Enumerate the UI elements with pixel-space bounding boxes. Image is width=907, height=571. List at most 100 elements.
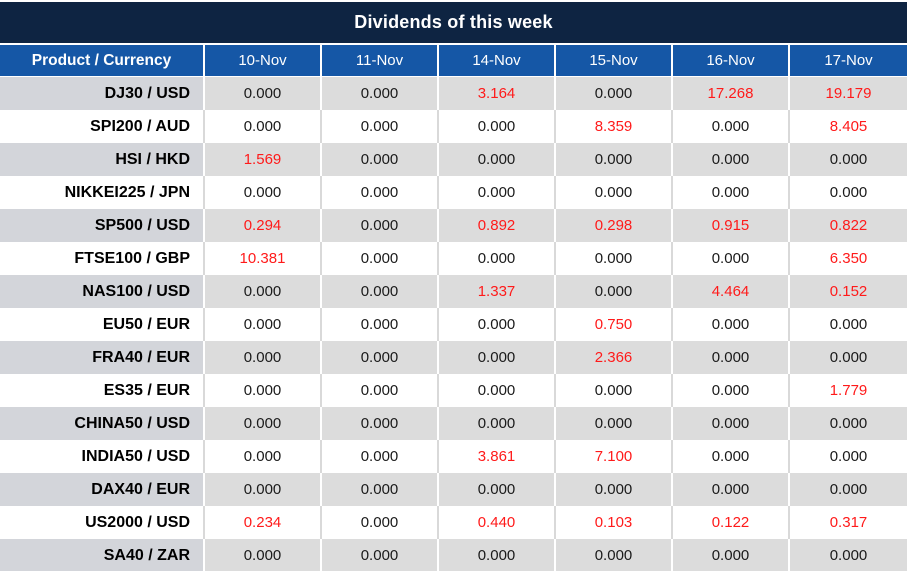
value-cell: 0.000 [205,473,322,506]
table-row: NIKKEI225 / JPN 0.000 0.000 0.000 0.000 0.000… [0,176,907,209]
value-cell: 19.179 [790,77,907,110]
column-header-date-5: 16-Nov [673,45,790,76]
column-header-date-3: 14-Nov [439,45,556,76]
value-cell: 0.000 [790,407,907,440]
value-cell: 0.000 [673,407,790,440]
product-cell: HSI / HKD [0,143,205,176]
value-cell: 8.405 [790,110,907,143]
value-cell: 0.000 [556,77,673,110]
value-cell: 1.779 [790,374,907,407]
table-title: Dividends of this week [354,12,553,32]
value-cell: 0.000 [322,110,439,143]
value-cell: 0.103 [556,506,673,539]
value-cell: 1.337 [439,275,556,308]
value-cell: 0.294 [205,209,322,242]
value-cell: 0.000 [322,242,439,275]
value-cell: 0.000 [439,341,556,374]
value-cell: 0.298 [556,209,673,242]
value-cell: 0.000 [439,176,556,209]
value-cell: 3.164 [439,77,556,110]
value-cell: 2.366 [556,341,673,374]
value-cell: 0.000 [322,275,439,308]
value-cell: 0.000 [439,407,556,440]
value-cell: 0.000 [556,275,673,308]
value-cell: 0.750 [556,308,673,341]
value-cell: 0.000 [205,440,322,473]
value-cell: 0.000 [673,440,790,473]
product-cell: INDIA50 / USD [0,440,205,473]
value-cell: 0.000 [205,308,322,341]
value-cell: 0.000 [556,242,673,275]
value-cell: 0.000 [322,209,439,242]
value-cell: 0.000 [673,374,790,407]
value-cell: 17.268 [673,77,790,110]
value-cell: 0.000 [205,539,322,571]
value-cell: 0.000 [205,275,322,308]
table-row: DAX40 / EUR 0.000 0.000 0.000 0.000 0.000 0.00… [0,473,907,506]
value-cell: 0.000 [556,143,673,176]
table-header-row: Product / Currency 10-Nov 11-Nov 14-Nov … [0,45,907,76]
value-cell: 0.000 [673,176,790,209]
table-row: ES35 / EUR 0.000 0.000 0.000 0.000 0.000 1.779 [0,374,907,407]
value-cell: 0.000 [556,407,673,440]
value-cell: 0.000 [205,341,322,374]
table-row: HSI / HKD 1.569 0.000 0.000 0.000 0.000 0.000 [0,143,907,176]
table-row: EU50 / EUR 0.000 0.000 0.000 0.750 0.000 0.000 [0,308,907,341]
value-cell: 0.000 [205,77,322,110]
table-row: NAS100 / USD 0.000 0.000 1.337 0.000 4.464 0.1… [0,275,907,308]
value-cell: 7.100 [556,440,673,473]
value-cell: 0.000 [790,308,907,341]
value-cell: 0.000 [322,374,439,407]
value-cell: 0.000 [673,242,790,275]
product-cell: NIKKEI225 / JPN [0,176,205,209]
value-cell: 0.000 [439,473,556,506]
value-cell: 0.915 [673,209,790,242]
value-cell: 1.569 [205,143,322,176]
column-header-date-2: 11-Nov [322,45,439,76]
value-cell: 0.000 [439,110,556,143]
table-row: US2000 / USD 0.234 0.000 0.440 0.103 0.122 0.3… [0,506,907,539]
table-row: INDIA50 / USD 0.000 0.000 3.861 7.100 0.000 0.… [0,440,907,473]
value-cell: 0.892 [439,209,556,242]
value-cell: 0.000 [322,407,439,440]
value-cell: 0.000 [673,341,790,374]
value-cell: 0.440 [439,506,556,539]
value-cell: 0.000 [790,143,907,176]
product-cell: EU50 / EUR [0,308,205,341]
table-row: FTSE100 / GBP 10.381 0.000 0.000 0.000 0.000 6… [0,242,907,275]
product-cell: SP500 / USD [0,209,205,242]
table-row: FRA40 / EUR 0.000 0.000 0.000 2.366 0.000 0.00… [0,341,907,374]
product-cell: FRA40 / EUR [0,341,205,374]
value-cell: 0.152 [790,275,907,308]
value-cell: 0.000 [322,176,439,209]
value-cell: 4.464 [673,275,790,308]
product-cell: CHINA50 / USD [0,407,205,440]
table-row: SA40 / ZAR 0.000 0.000 0.000 0.000 0.000 0.000 [0,539,907,571]
product-cell: US2000 / USD [0,506,205,539]
value-cell: 0.317 [790,506,907,539]
value-cell: 0.000 [439,242,556,275]
column-header-date-4: 15-Nov [556,45,673,76]
value-cell: 0.000 [790,341,907,374]
product-cell: NAS100 / USD [0,275,205,308]
value-cell: 0.000 [322,440,439,473]
value-cell: 0.000 [205,374,322,407]
value-cell: 3.861 [439,440,556,473]
value-cell: 0.000 [322,473,439,506]
product-cell: FTSE100 / GBP [0,242,205,275]
value-cell: 0.122 [673,506,790,539]
value-cell: 6.350 [790,242,907,275]
value-cell: 0.000 [205,407,322,440]
value-cell: 0.000 [673,308,790,341]
value-cell: 0.000 [205,110,322,143]
value-cell: 0.000 [322,143,439,176]
value-cell: 0.000 [673,473,790,506]
value-cell: 0.000 [556,374,673,407]
value-cell: 0.000 [322,539,439,571]
value-cell: 0.000 [322,308,439,341]
column-header-product-currency: Product / Currency [0,45,205,76]
value-cell: 0.000 [556,473,673,506]
product-cell: SA40 / ZAR [0,539,205,571]
table-row: DJ30 / USD 0.000 0.000 3.164 0.000 17.268 19.1… [0,77,907,110]
